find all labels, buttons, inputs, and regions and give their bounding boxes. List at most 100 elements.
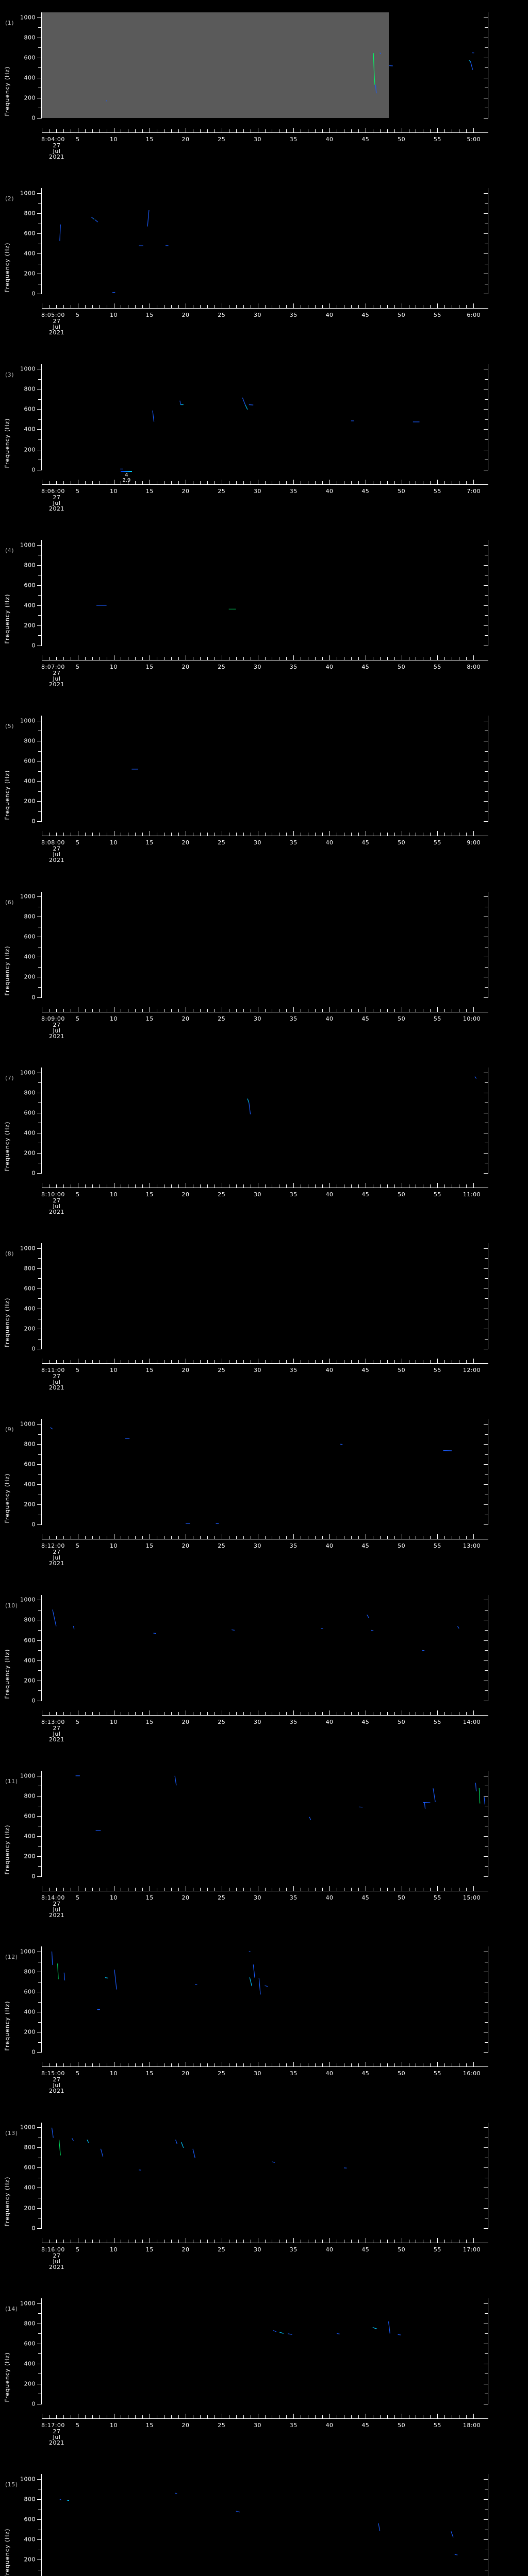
x-tick	[92, 2239, 93, 2243]
y-tick-right	[485, 811, 488, 812]
x-tick	[394, 129, 395, 132]
x-tick	[437, 831, 438, 836]
y-tick	[37, 605, 42, 606]
x-tick-label: 15	[145, 2421, 154, 2429]
y-tick	[38, 751, 42, 752]
y-tick	[37, 625, 42, 626]
y-tick-label: 0	[31, 1345, 36, 1352]
y-axis-title: Frequency (Hz)	[4, 1824, 11, 1875]
y-tick	[37, 2052, 42, 2053]
x-tick-label: 15	[145, 1718, 154, 1725]
y-tick-label: 800	[24, 385, 36, 393]
y-tick-label: 1000	[20, 2124, 36, 2131]
x-tick-label: 20	[182, 663, 190, 670]
plot-area-1: 0 200 400 600 800 1000	[20, 12, 488, 122]
y-tick	[38, 1258, 42, 1259]
x-tick-label: 10	[110, 839, 118, 846]
y-tick-label: 1000	[20, 365, 36, 372]
date-line: 27	[53, 142, 61, 149]
y-tick	[37, 1836, 42, 1837]
x-tick	[394, 305, 395, 309]
x-tick	[207, 656, 208, 660]
y-tick	[37, 1268, 42, 1269]
x-tick	[473, 831, 474, 836]
x-tick	[329, 2413, 331, 2418]
y-tick	[38, 1630, 42, 1631]
x-tick-label: 35	[289, 487, 298, 495]
x-tick-label: 50	[398, 1543, 406, 1550]
trace	[242, 397, 246, 405]
x-tick	[322, 481, 323, 484]
x-tick-label: 10	[110, 1367, 118, 1374]
y-tick	[37, 193, 42, 194]
x-tick	[444, 656, 446, 660]
panel-index-label: (12)	[5, 1954, 18, 1961]
x-end-label: 7:00	[467, 487, 481, 495]
x-tick	[171, 1008, 172, 1012]
x-tick	[171, 481, 172, 484]
plot-area-9: 0 200 400 600 800 1000	[20, 1419, 488, 1528]
y-tick-right	[485, 439, 488, 440]
x-tick	[85, 1888, 86, 1891]
y-tick	[38, 419, 42, 420]
plot-area-6: 0 200 400 600 800 1000	[20, 891, 488, 1001]
y-tick-right	[484, 1153, 488, 1154]
x-tick	[437, 2062, 438, 2067]
trace	[253, 1964, 255, 1978]
x-tick	[243, 656, 244, 660]
trace	[174, 1775, 177, 1786]
y-tick-label: 600	[24, 1109, 36, 1116]
x-tick-label: 10	[110, 2070, 118, 2077]
x-tick-label: 40	[325, 136, 334, 143]
trace	[424, 1802, 426, 1809]
y-tick-right	[484, 429, 488, 430]
x-tick-label: 55	[433, 1367, 441, 1374]
x-tick	[92, 2415, 93, 2418]
x-tick	[214, 1008, 215, 1012]
y-tick-label: 0	[31, 818, 36, 825]
y-tick	[37, 1524, 42, 1526]
x-tick	[236, 1536, 237, 1539]
trace-layer	[42, 1243, 488, 1349]
x-tick-label: 40	[325, 839, 334, 846]
x-tick	[293, 479, 294, 484]
trace	[470, 61, 473, 70]
trace	[152, 410, 155, 422]
x-tick	[207, 1888, 208, 1891]
x-tick	[322, 1184, 323, 1188]
x-tick-label: 5	[76, 1543, 80, 1550]
x-tick	[142, 1536, 143, 1539]
x-tick	[286, 1360, 287, 1364]
x-axis-date: 27 Jul 2021	[49, 846, 64, 863]
trace-layer	[247, 1076, 477, 1114]
trace	[375, 84, 377, 94]
y-tick-label: 600	[24, 2516, 36, 2523]
x-tick	[387, 1360, 388, 1364]
x-tick	[200, 1711, 201, 1715]
x-tick	[293, 1534, 294, 1539]
x-tick	[387, 2415, 388, 2418]
x-axis-date: 27 Jul 2021	[49, 318, 64, 335]
y-tick-label: 0	[31, 642, 36, 649]
x-tick-label: 45	[361, 136, 370, 143]
y-tick-right	[485, 1082, 488, 1083]
x-tick	[444, 305, 446, 309]
date-line: 2021	[49, 329, 64, 336]
x-tick-label: 40	[325, 2421, 334, 2429]
x-tick	[322, 1888, 323, 1891]
x-tick	[48, 833, 50, 836]
x-tick	[329, 831, 331, 836]
x-tick-label: 30	[254, 1718, 262, 1725]
y-tick-right	[484, 2479, 488, 2480]
trace	[58, 2139, 61, 2156]
x-tick	[178, 2063, 179, 2067]
y-tick-label: 0	[31, 290, 36, 297]
x-tick	[387, 481, 388, 484]
y-axis-title: Frequency (Hz)	[4, 770, 11, 820]
y-tick-label: 1000	[20, 1948, 36, 1955]
y-tick-label: 600	[24, 757, 36, 765]
date-line: Jul	[53, 2258, 61, 2265]
trace	[484, 1797, 485, 1805]
x-tick	[48, 305, 50, 309]
x-tick-label: 40	[325, 1718, 334, 1725]
